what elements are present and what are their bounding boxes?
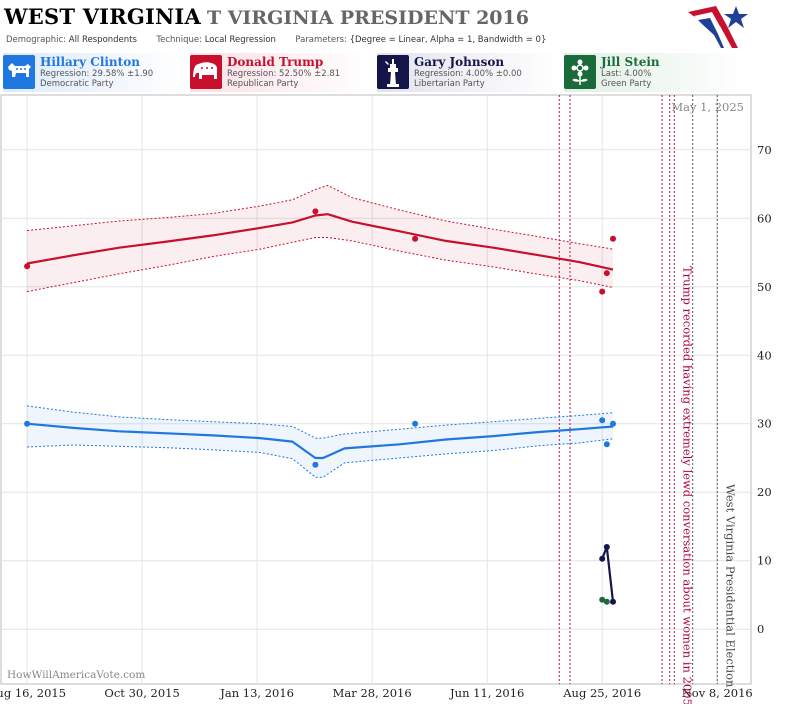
y-tick-label: 0 [757,622,764,636]
johnson-poll-point [610,598,616,605]
event-label: Trump recorded having extremely lewd con… [680,266,694,704]
demographic-label: Demographic: [6,35,67,45]
y-tick-label: 30 [757,417,772,431]
x-tick-label: Aug 16, 2015 [0,686,66,700]
candidate-name: Jill Stein [601,55,660,69]
stein-poll-point [603,598,610,605]
title-state: WEST VIRGINIA [4,4,201,29]
trump-poll-point [24,263,31,270]
candidate-stat: Last: 4.00% [601,69,652,79]
trump-upper-bound [27,184,614,250]
y-tick-label: 60 [757,211,772,225]
candidate-stat: Regression: 29.58% ±1.90 [40,69,154,79]
trump-poll-point [312,208,319,215]
trump-trend-line [26,213,614,271]
sunflower-icon [564,55,596,89]
chart-header: WEST VIRGINIA T VIRGINIA PRESIDENT 2016 D… [0,0,789,92]
johnson-poll-point [599,555,606,562]
clinton-poll-point [603,441,610,448]
trump-lower-bound [27,237,614,293]
technique-label: Technique: [156,35,203,45]
clinton-poll-point [312,461,319,468]
x-tick-label: Nov 8, 2016 [682,686,753,700]
clinton-poll-point [24,420,31,427]
candidate-name: Hillary Clinton [40,55,140,69]
candidate-name: Gary Johnson [414,55,505,69]
candidate-party: Republican Party [227,79,299,89]
donkey-icon [3,55,35,89]
stein-poll-point [599,596,606,603]
trump-poll-point [603,270,610,277]
y-tick-label: 10 [757,554,772,568]
y-tick-label: 40 [757,348,772,362]
parameters-label: Parameters: [295,35,347,45]
clinton-poll-point [599,417,606,424]
current-date-label: May 1, 2025 [671,100,744,114]
clinton-poll-point [412,420,419,427]
candidate-party: Democratic Party [40,79,114,89]
liberty-icon [377,55,409,89]
trump-poll-point [599,288,606,295]
trump-poll-point [412,235,419,242]
candidate-party: Green Party [601,79,652,89]
clinton-lower-bound [27,438,614,478]
legend-entry-clinton[interactable]: Hillary Clinton Regression: 29.58% ±1.90… [3,53,183,92]
clinton-poll-point [610,420,616,427]
elephant-icon [190,55,222,89]
clinton-upper-bound [27,405,614,439]
plot-area [0,94,752,685]
candidate-party: Libertarian Party [414,79,485,89]
y-tick-label: 50 [757,280,772,294]
clinton-confidence-band [27,405,614,478]
y-tick-label: 70 [757,143,772,157]
candidate-stat: Regression: 4.00% ±0.00 [414,69,522,79]
x-tick-label: Mar 28, 2016 [333,686,412,700]
clinton-trend-line [26,422,614,460]
candidate-name: Donald Trump [227,55,324,69]
x-tick-label: Jan 13, 2016 [219,686,294,700]
parameters-row: Demographic: All Respondents Technique: … [6,35,546,45]
technique-value: Local Regression [204,35,276,45]
johnson-poll-point [603,544,610,550]
event-label: West Virginia Presidential Election [723,484,737,688]
demographic-value: All Respondents [68,35,137,45]
parameters-value: {Degree = Linear, Alpha = 1, Bandwidth =… [349,35,547,45]
trump-confidence-band [27,185,614,292]
legend-entry-stein[interactable]: Jill Stein Last: 4.00% Green Party [564,53,744,92]
trump-poll-point [610,235,616,242]
legend-entry-trump[interactable]: Donald Trump Regression: 52.50% ±2.81 Re… [190,53,370,92]
title-subtitle: T VIRGINIA PRESIDENT 2016 [206,7,529,29]
y-tick-label: 20 [757,485,772,499]
legend-entry-johnson[interactable]: Gary Johnson Regression: 4.00% ±0.00 Lib… [377,53,557,92]
x-tick-label: Aug 25, 2016 [562,686,641,700]
logo-icon [688,6,748,48]
x-tick-label: Oct 30, 2015 [104,686,179,700]
watermark: HowWillAmericaVote.com [7,669,145,681]
x-tick-label: Jun 11, 2016 [449,686,524,700]
candidate-stat: Regression: 52.50% ±2.81 [227,69,341,79]
page-title: WEST VIRGINIA T VIRGINIA PRESIDENT 2016 [4,4,529,34]
